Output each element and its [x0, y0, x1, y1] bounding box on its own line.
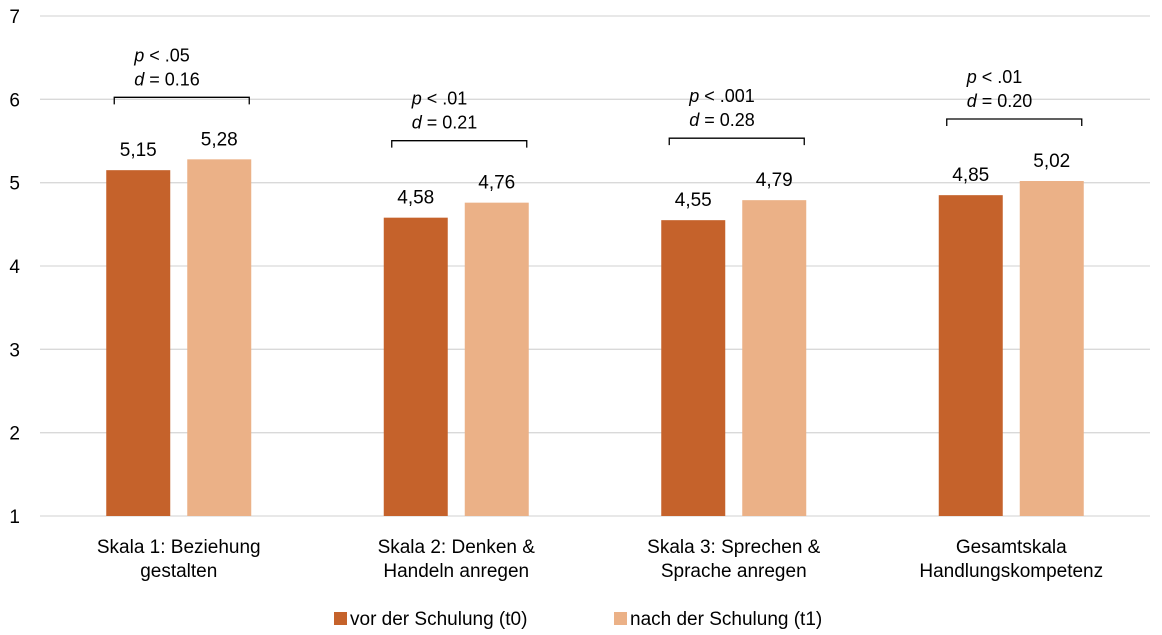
bar — [1019, 181, 1084, 516]
data-label: 4,76 — [478, 173, 515, 194]
y-tick-label: 1 — [9, 507, 20, 528]
data-label: 4,55 — [675, 190, 712, 211]
bar — [106, 170, 171, 516]
d-symbol: d — [689, 110, 700, 130]
d-symbol: d — [412, 113, 423, 133]
y-tick-label: 7 — [9, 7, 20, 28]
category-label: Skala 3: Sprechen & — [647, 537, 821, 558]
bar — [661, 220, 726, 516]
d-symbol: d — [134, 69, 145, 89]
p-value-label: p < .05 — [133, 45, 190, 65]
y-tick-label: 6 — [9, 90, 20, 111]
p-value: < .01 — [977, 67, 1023, 87]
d-value: = 0.21 — [422, 113, 478, 133]
p-value: < .01 — [422, 89, 468, 109]
legend: vor der Schulung (t0) nach der Schulung (… — [334, 609, 822, 630]
data-label: 5,28 — [201, 129, 238, 150]
data-labels: 5,15 5,28 4,58 4,76 4,55 4,79 4,85 5,02 — [120, 129, 1070, 211]
d-value: = 0.28 — [699, 110, 755, 130]
category-label: Handeln anregen — [383, 561, 529, 582]
p-value-label: p < .01 — [966, 67, 1023, 87]
significance-bracket — [113, 96, 250, 105]
p-value: < .05 — [144, 45, 190, 65]
data-label: 5,15 — [120, 140, 157, 161]
bars — [106, 159, 1084, 517]
significance-bracket — [946, 118, 1083, 126]
bar — [742, 200, 807, 516]
legend-swatch — [334, 612, 347, 625]
y-tick-label: 3 — [9, 340, 20, 361]
category-label: gestalten — [140, 561, 217, 582]
category-label: Handlungskompetenz — [919, 561, 1103, 582]
bar — [187, 159, 252, 517]
effect-size-label: d = 0.16 — [134, 69, 200, 89]
p-value-label: p < .01 — [411, 89, 468, 109]
y-tick-label: 2 — [9, 424, 20, 445]
p-symbol: p — [966, 67, 977, 87]
category-labels: Skala 1: Beziehung gestalten Skala 2: Denk… — [97, 537, 1103, 582]
category-label: Skala 2: Denken & — [378, 537, 536, 558]
d-symbol: d — [967, 91, 978, 111]
p-symbol: p — [133, 45, 144, 65]
category-label: Sprache anregen — [661, 561, 807, 582]
category-label: Gesamtskala — [956, 537, 1067, 558]
data-label: 4,85 — [952, 165, 989, 186]
effect-size-label: d = 0.21 — [412, 113, 478, 133]
d-value: = 0.20 — [977, 91, 1033, 111]
legend-label: vor der Schulung (t0) — [350, 609, 527, 630]
legend-swatch — [614, 612, 627, 625]
data-label: 4,79 — [756, 170, 793, 191]
p-value: < .001 — [699, 86, 755, 106]
effect-size-label: d = 0.20 — [967, 91, 1033, 111]
p-value-label: p < .001 — [688, 86, 755, 106]
y-tick-label: 4 — [9, 257, 20, 278]
d-value: = 0.16 — [144, 69, 200, 89]
bar — [464, 202, 529, 516]
y-axis-ticks: 1 2 3 4 5 6 7 — [9, 7, 20, 528]
legend-label: nach der Schulung (t1) — [630, 609, 822, 630]
data-label: 5,02 — [1033, 151, 1070, 172]
p-symbol: p — [411, 89, 422, 109]
bar — [383, 217, 448, 516]
data-label: 4,58 — [397, 188, 434, 209]
category-label: Skala 1: Beziehung — [97, 537, 261, 558]
y-tick-label: 5 — [9, 174, 20, 195]
p-symbol: p — [688, 86, 699, 106]
bar — [938, 195, 1003, 516]
effect-size-label: d = 0.28 — [689, 110, 755, 130]
significance-bracket — [391, 140, 528, 148]
significance-annotations: p < .05d = 0.16p < .01d = 0.21p < .001d … — [113, 45, 1083, 148]
significance-bracket — [668, 137, 805, 146]
